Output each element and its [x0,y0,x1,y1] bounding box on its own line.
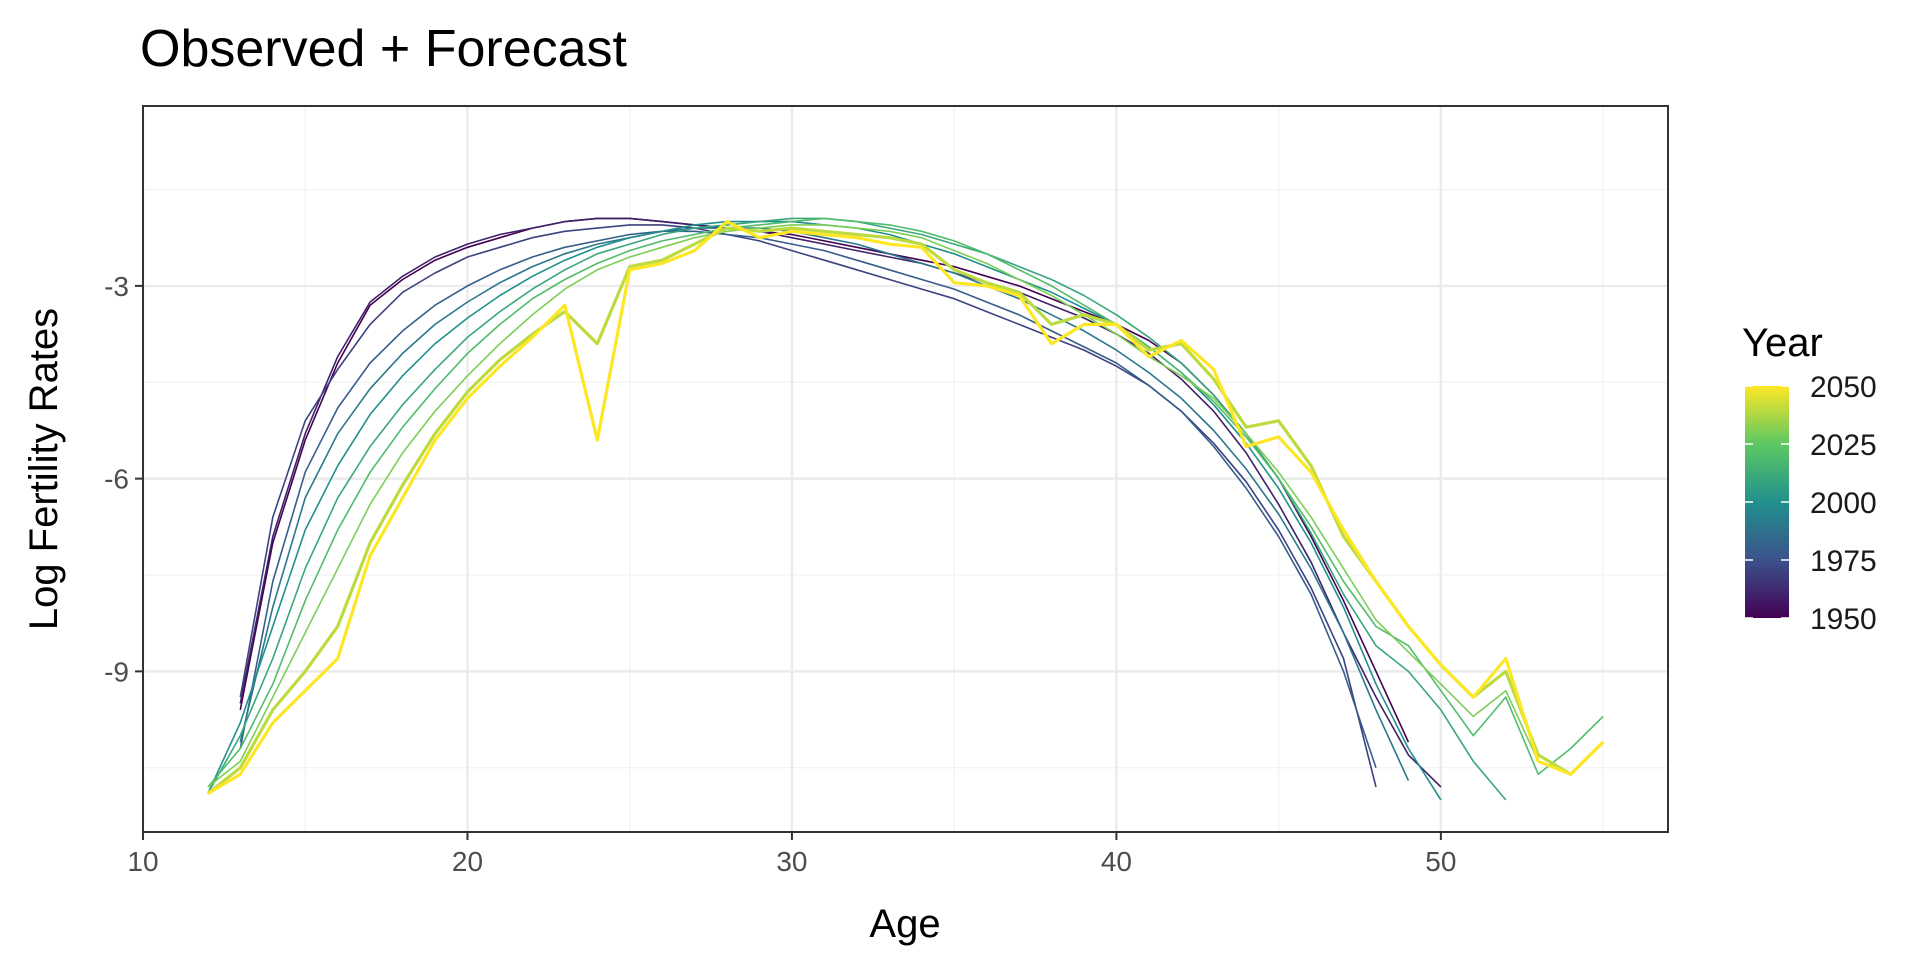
legend-title: Year [1742,321,1823,365]
series-lines [206,217,1605,801]
plot-panel [143,106,1668,832]
legend-ticks: 2050 2025 2000 1975 1950 [1745,371,1877,636]
x-tick-label: 40 [1101,846,1132,877]
series-line-2030 [207,224,1604,788]
series-line-2020 [207,217,1604,788]
y-tick-label: -9 [104,656,129,687]
y-tick-label: -6 [104,464,129,495]
x-tick-label: 10 [127,846,158,877]
series-line-1990 [239,227,1410,781]
legend-tick-label: 1975 [1810,545,1877,578]
legend-tick-label: 2000 [1810,487,1877,520]
legend: Year 2050 2025 2000 1975 1950 [1742,321,1877,636]
plot-border [142,105,1669,833]
legend-tick-label: 1950 [1810,603,1877,636]
legend-tick-label: 2025 [1810,429,1877,462]
x-tick-label: 50 [1425,846,1456,877]
legend-tick-label: 2050 [1810,371,1877,404]
y-axis-ticks: -3 -6 -9 [104,271,143,687]
plot-title: Observed + Forecast [140,20,628,78]
y-tick-label: -3 [104,271,129,302]
series-line-1960 [239,217,1442,788]
x-axis-title: Age [869,902,940,946]
x-axis-ticks: 10 20 30 40 50 [127,832,1456,877]
y-axis-title: Log Fertility Rates [22,308,66,630]
series-line-2050 [207,220,1605,795]
grid-minor [143,106,1668,832]
series-line-1980 [239,230,1377,769]
x-tick-label: 20 [452,846,483,877]
x-tick-label: 30 [776,846,807,877]
